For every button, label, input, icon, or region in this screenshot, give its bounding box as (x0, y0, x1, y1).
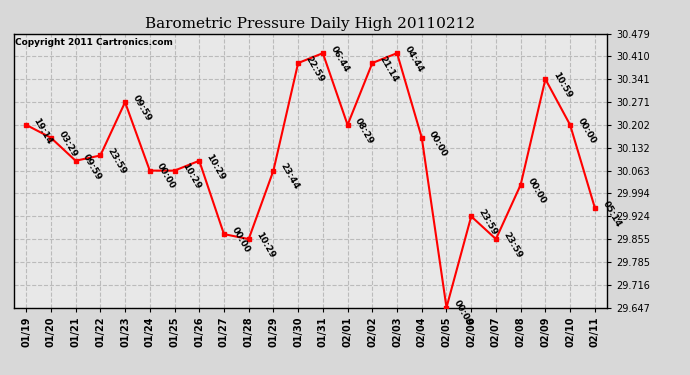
Text: 04:44: 04:44 (402, 45, 425, 74)
Text: Copyright 2011 Cartronics.com: Copyright 2011 Cartronics.com (15, 38, 173, 47)
Text: 23:59: 23:59 (106, 147, 128, 176)
Text: 03:29: 03:29 (57, 129, 79, 158)
Text: 09:59: 09:59 (81, 152, 104, 182)
Text: 10:29: 10:29 (254, 230, 277, 260)
Text: 06:44: 06:44 (328, 45, 351, 74)
Text: 00:00: 00:00 (575, 116, 598, 145)
Text: 10:29: 10:29 (180, 162, 202, 191)
Text: 22:59: 22:59 (304, 54, 326, 84)
Text: 05:14: 05:14 (600, 199, 622, 228)
Text: 23:59: 23:59 (502, 230, 524, 260)
Title: Barometric Pressure Daily High 20110212: Barometric Pressure Daily High 20110212 (146, 17, 475, 31)
Text: 00:00: 00:00 (526, 176, 548, 205)
Text: 23:59: 23:59 (477, 208, 499, 237)
Text: 21:14: 21:14 (378, 54, 400, 84)
Text: 00:00: 00:00 (155, 162, 177, 191)
Text: 10:29: 10:29 (205, 152, 227, 182)
Text: 08:29: 08:29 (353, 116, 375, 146)
Text: 00:00: 00:00 (452, 299, 474, 328)
Text: 19:14: 19:14 (32, 116, 54, 146)
Text: 23:44: 23:44 (279, 162, 302, 192)
Text: 00:00: 00:00 (427, 129, 449, 158)
Text: 00:00: 00:00 (230, 225, 251, 254)
Text: 10:59: 10:59 (551, 70, 573, 100)
Text: 09:59: 09:59 (130, 93, 152, 123)
